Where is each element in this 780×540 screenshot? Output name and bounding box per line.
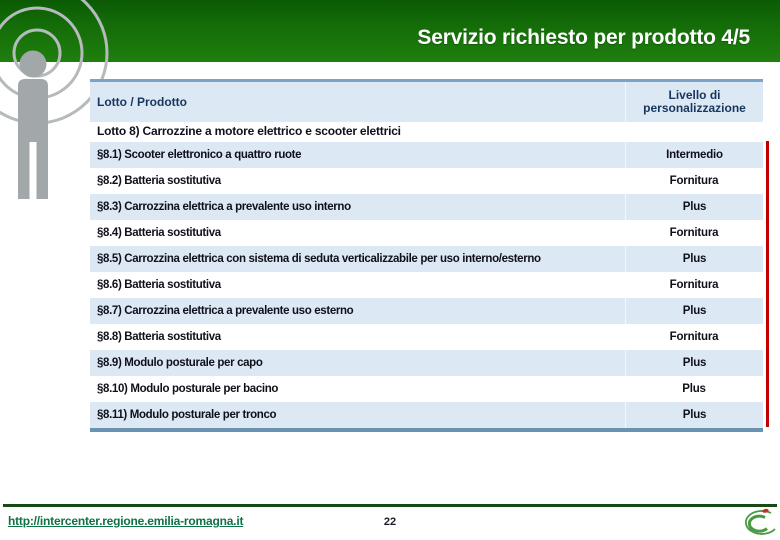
level-cell: Plus	[625, 402, 763, 428]
table-row: §8.1) Scooter elettronico a quattro ruot…	[90, 142, 763, 168]
person-target-logo-icon	[0, 0, 109, 199]
intercent-er-logo-icon	[745, 508, 776, 535]
level-cell: Fornitura	[669, 331, 719, 343]
product-cell: §8.11) Modulo posturale per tronco	[97, 409, 277, 421]
table-row: §8.9) Modulo posturale per capo Plus	[90, 350, 763, 376]
footer-link[interactable]: http://intercenter.regione.emilia-romagn…	[8, 514, 244, 528]
table-header-row: Lotto / Prodotto Livello di personalizza…	[90, 82, 763, 122]
slide-title: Servizio richiesto per prodotto 4/5	[417, 26, 750, 49]
footer-divider-rule	[3, 504, 777, 507]
product-cell: §8.4) Batteria sostitutiva	[97, 227, 221, 239]
title-bar: Servizio richiesto per prodotto 4/5	[0, 0, 780, 62]
table-row: §8.4) Batteria sostitutiva Fornitura	[90, 220, 763, 246]
red-scroll-indicator-line	[766, 141, 769, 427]
product-cell: §8.3) Carrozzina elettrica a prevalente …	[97, 201, 351, 213]
level-cell: Fornitura	[669, 175, 719, 187]
level-cell: Plus	[682, 383, 706, 395]
table-row: §8.8) Batteria sostitutiva Fornitura	[90, 324, 763, 350]
level-cell: Plus	[625, 194, 763, 220]
product-cell: §8.2) Batteria sostitutiva	[97, 175, 221, 187]
page-number: 22	[383, 516, 397, 528]
table-section-title: Lotto 8) Carrozzine a motore elettrico e…	[90, 122, 763, 142]
level-cell: Plus	[625, 246, 763, 272]
product-cell: §8.9) Modulo posturale per capo	[97, 357, 263, 369]
product-cell: §8.8) Batteria sostitutiva	[97, 331, 221, 343]
level-cell: Plus	[625, 350, 763, 376]
table-row: §8.11) Modulo posturale per tronco Plus	[90, 402, 763, 428]
level-cell: Fornitura	[669, 227, 719, 239]
table-bottom-border	[90, 428, 763, 432]
product-cell: §8.1) Scooter elettronico a quattro ruot…	[97, 149, 302, 161]
product-cell: §8.7) Carrozzina elettrica a prevalente …	[97, 305, 354, 317]
table-row: §8.5) Carrozzina elettrica con sistema d…	[90, 246, 763, 272]
table-row: §8.7) Carrozzina elettrica a prevalente …	[90, 298, 763, 324]
level-cell: Intermedio	[625, 142, 763, 168]
level-cell: Plus	[625, 298, 763, 324]
service-table: Lotto / Prodotto Livello di personalizza…	[90, 79, 763, 432]
table-row: §8.2) Batteria sostitutiva Fornitura	[90, 168, 763, 194]
table-row: §8.10) Modulo posturale per bacino Plus	[90, 376, 763, 402]
table-top-border	[90, 79, 763, 82]
col-header-level: Livello di personalizzazione	[625, 82, 763, 122]
col-header-product: Lotto / Prodotto	[97, 95, 187, 109]
product-cell: §8.5) Carrozzina elettrica con sistema d…	[97, 253, 541, 265]
table-row: §8.3) Carrozzina elettrica a prevalente …	[90, 194, 763, 220]
product-cell: §8.10) Modulo posturale per bacino	[97, 383, 279, 395]
level-cell: Fornitura	[669, 279, 719, 291]
product-cell: §8.6) Batteria sostitutiva	[97, 279, 221, 291]
table-body: §8.1) Scooter elettronico a quattro ruot…	[90, 142, 763, 428]
table-row: §8.6) Batteria sostitutiva Fornitura	[90, 272, 763, 298]
